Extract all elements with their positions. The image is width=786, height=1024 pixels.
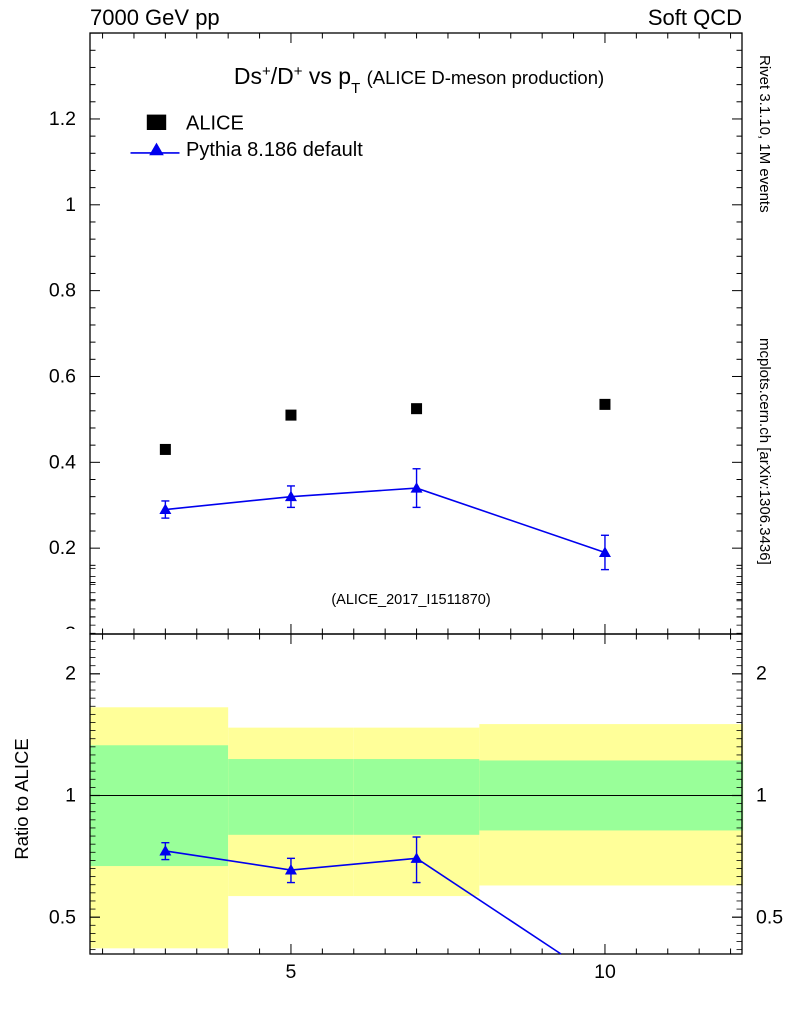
svg-text:1.2: 1.2: [49, 108, 76, 130]
svg-text:0.8: 0.8: [49, 280, 76, 302]
svg-text:1: 1: [65, 194, 76, 216]
svg-text:0.6: 0.6: [49, 365, 76, 387]
svg-text:2: 2: [756, 662, 767, 684]
svg-text:2: 2: [65, 662, 76, 684]
svg-text:7000 GeV pp: 7000 GeV pp: [90, 5, 220, 30]
svg-text:10: 10: [594, 961, 616, 983]
svg-text:Ratio to ALICE: Ratio to ALICE: [11, 738, 32, 859]
svg-text:1: 1: [756, 785, 767, 807]
svg-text:ALICE: ALICE: [186, 112, 244, 134]
svg-text:Pythia 8.186 default: Pythia 8.186 default: [186, 139, 363, 161]
svg-text:Soft QCD: Soft QCD: [648, 5, 742, 30]
svg-text:5: 5: [286, 961, 297, 983]
svg-text:0.5: 0.5: [49, 907, 76, 929]
svg-text:1: 1: [65, 785, 76, 807]
svg-text:0.2: 0.2: [49, 537, 76, 559]
svg-text:0.5: 0.5: [756, 907, 783, 929]
svg-text:0.4: 0.4: [49, 451, 76, 473]
svg-text:(ALICE_2017_I1511870): (ALICE_2017_I1511870): [331, 592, 490, 608]
svg-text:mcplots.cern.ch [arXiv:1306.34: mcplots.cern.ch [arXiv:1306.3436]: [756, 338, 773, 565]
svg-text:Rivet 3.1.10, 1M events: Rivet 3.1.10, 1M events: [756, 55, 773, 213]
